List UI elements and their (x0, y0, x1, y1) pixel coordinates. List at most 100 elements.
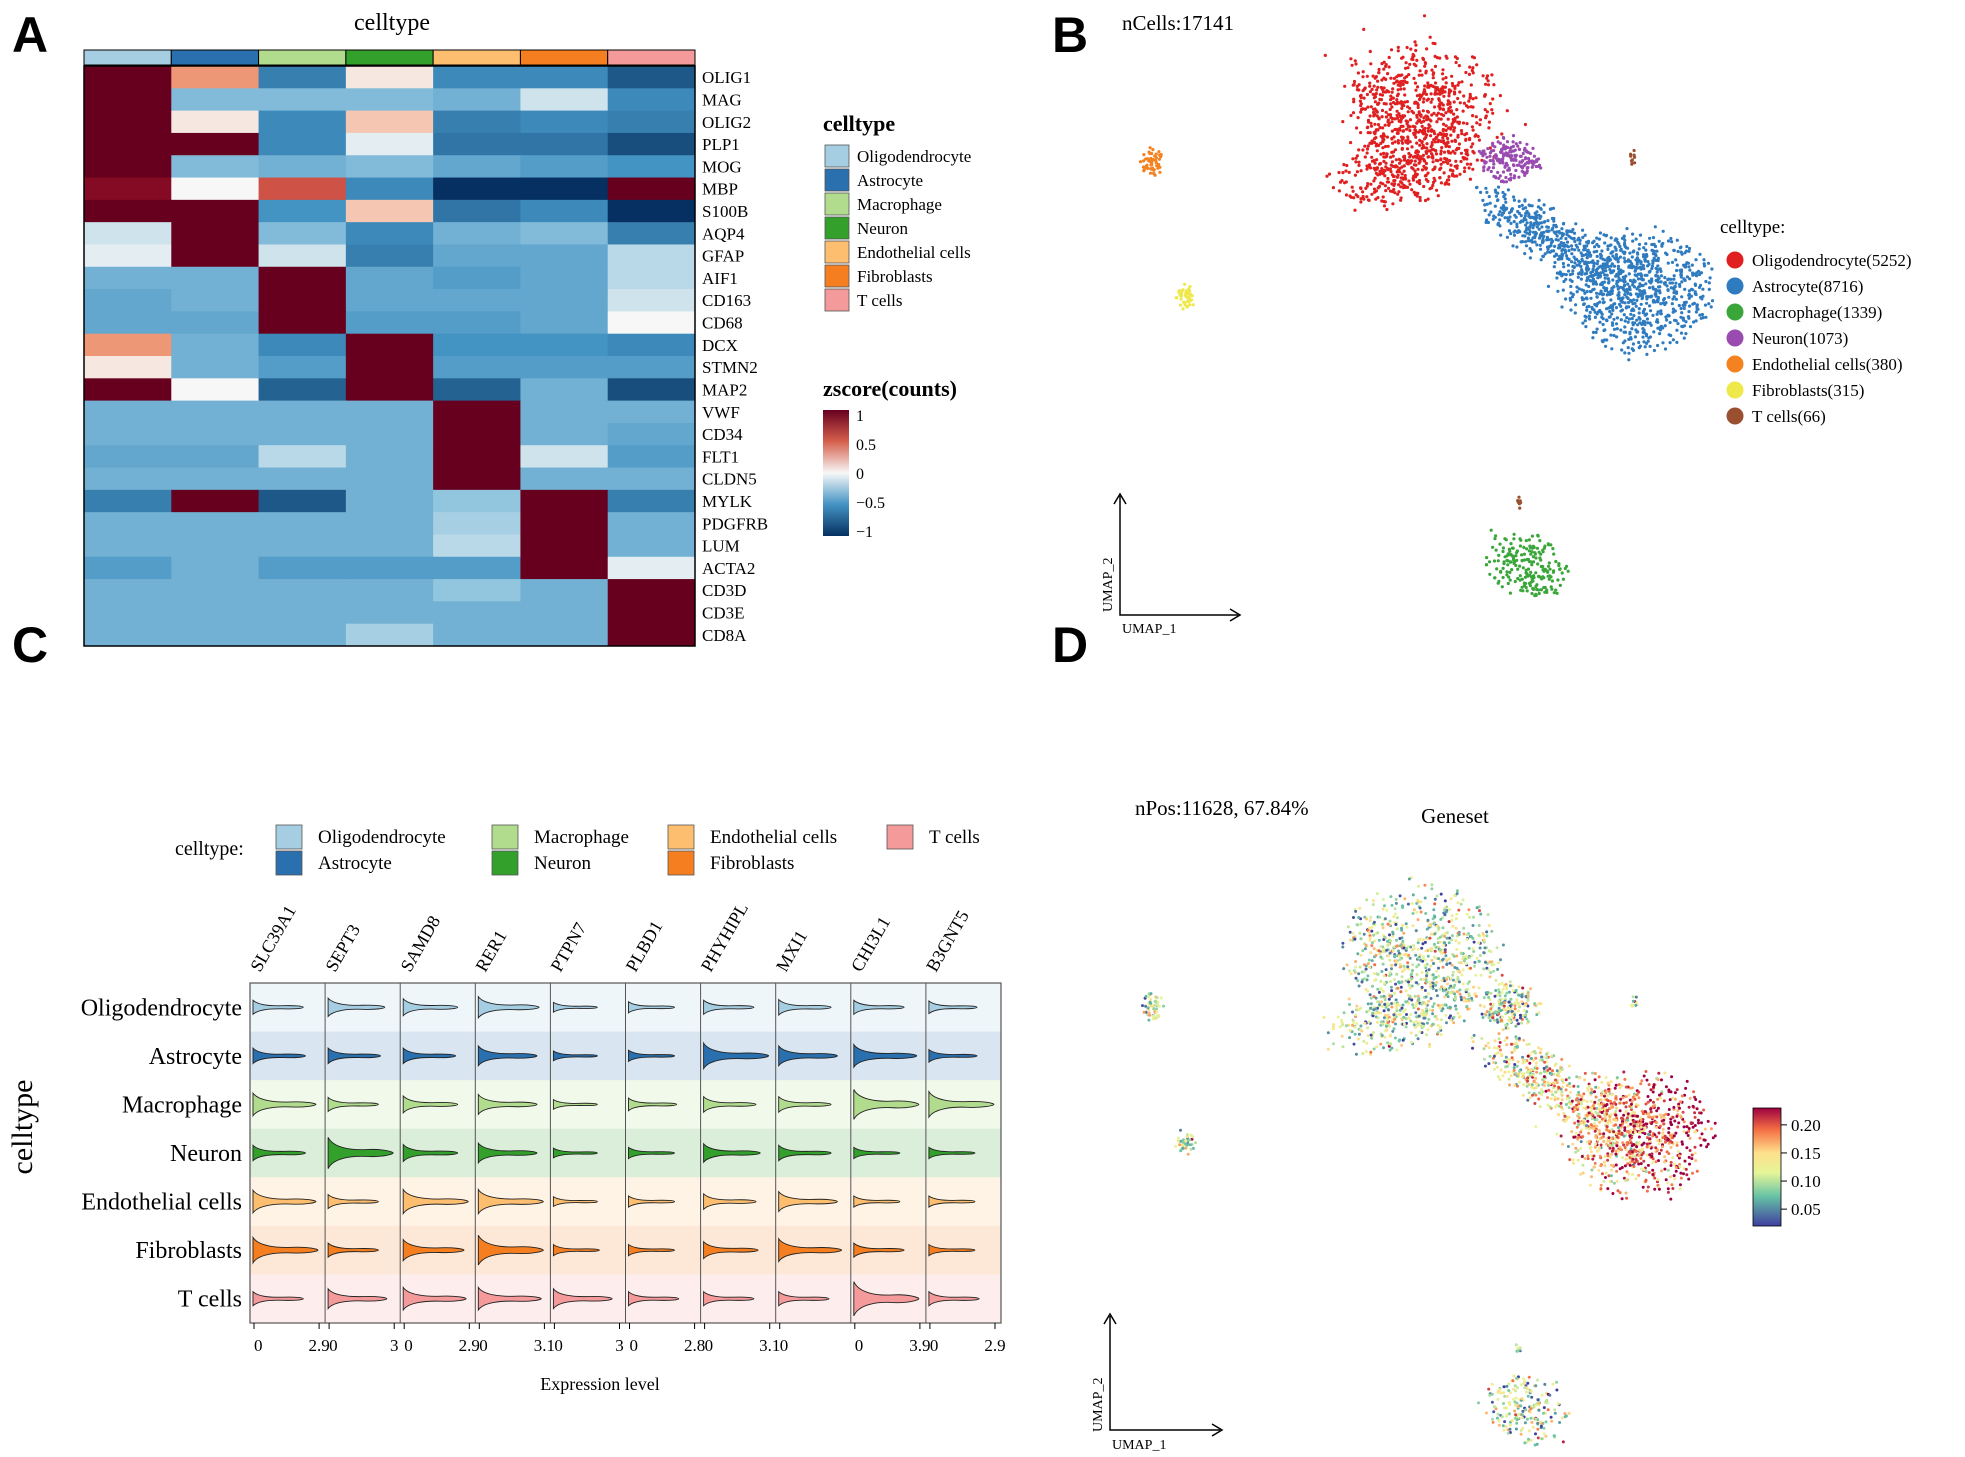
heatmap-cell (607, 356, 696, 379)
umap-point (1512, 561, 1516, 566)
umap-point (1363, 947, 1367, 951)
umap-point (1423, 883, 1427, 887)
heatmap-cell (258, 579, 347, 602)
umap-point (1601, 280, 1605, 285)
umap-point (1599, 289, 1603, 293)
umap-point (1542, 220, 1546, 224)
umap-point (1363, 86, 1367, 90)
umap-point (1574, 222, 1578, 226)
umap-point (1370, 155, 1374, 159)
heatmap-cell (433, 311, 521, 335)
umap-point (1373, 76, 1377, 80)
heatmap-cell (84, 244, 172, 268)
umap-point (1395, 972, 1399, 976)
umap-point (1520, 1000, 1524, 1004)
umap-point (1339, 1018, 1343, 1022)
umap-point (1622, 234, 1626, 238)
umap-point (1649, 294, 1653, 298)
umap-point (1369, 62, 1373, 66)
umap-point (1392, 187, 1396, 192)
umap-point (1601, 297, 1605, 301)
umap-point (1438, 987, 1442, 991)
umap-point (1407, 983, 1411, 987)
umap-point (1688, 1162, 1691, 1166)
heatmap-cell (345, 601, 434, 625)
umap-point (1562, 221, 1566, 226)
umap-point (1457, 64, 1461, 68)
umap-point (1495, 946, 1499, 950)
umap-point (1507, 1070, 1511, 1074)
violin-gene-label: SLC39A1 (246, 902, 300, 975)
umap-point (1552, 265, 1556, 269)
umap-point (1551, 1086, 1555, 1090)
umap-point (1671, 307, 1675, 311)
umap-point (1381, 146, 1385, 150)
umap-point (1396, 944, 1400, 948)
umap-point (1444, 910, 1448, 914)
umap-point (1645, 297, 1649, 301)
umap-point (1420, 168, 1425, 172)
umap-point (1404, 177, 1408, 181)
umap-point (1641, 335, 1645, 339)
umap-point (1558, 583, 1562, 588)
umap-point (1560, 1068, 1564, 1072)
umap-point (1416, 1037, 1420, 1041)
umap-point (1374, 953, 1378, 957)
umap-point (1667, 314, 1671, 318)
umap-point (1389, 48, 1394, 52)
umap-point (1573, 311, 1577, 315)
umap-point (1442, 976, 1446, 980)
umap-point (1703, 1127, 1707, 1131)
umap-point (1419, 120, 1423, 124)
umap-point (1419, 910, 1423, 914)
umap-point (1404, 989, 1408, 993)
heatmap-legend-swatch (824, 264, 850, 288)
colorbar-title: zscore(counts) (823, 376, 957, 401)
umap-point (1526, 1079, 1529, 1083)
umap-point (1440, 146, 1444, 150)
umap-point (1157, 163, 1161, 167)
umap-point (1502, 1004, 1506, 1008)
violin-shape (703, 1142, 761, 1164)
umap-point (1389, 94, 1393, 98)
umap-point (1431, 76, 1435, 80)
umap-point (1364, 186, 1368, 190)
heatmap-cell (607, 155, 696, 179)
heatmap-cell (84, 155, 172, 179)
umap-point (1357, 1032, 1361, 1036)
umap-point (1635, 298, 1639, 302)
violin-shape (327, 1096, 379, 1113)
umap-point (1568, 1082, 1572, 1085)
heatmap-row-label: OLIG2 (702, 113, 751, 132)
umap-point (1467, 166, 1471, 170)
umap-point (1388, 933, 1391, 937)
umap-point (1449, 163, 1453, 167)
umap-point (1378, 126, 1382, 130)
umap-point (1546, 1103, 1550, 1107)
heatmap-cell (258, 110, 347, 134)
umap-point (1694, 258, 1698, 262)
heatmap-cell (520, 512, 609, 535)
umap-point (1544, 1089, 1548, 1093)
umap-point (1609, 1120, 1613, 1124)
umap-point (1512, 1068, 1516, 1072)
umap-point (1561, 1081, 1565, 1084)
umap-point (1643, 323, 1647, 327)
umap-point (1682, 336, 1686, 340)
umap-point (1618, 278, 1622, 282)
umap-point (1420, 124, 1424, 128)
umap-point (1361, 148, 1365, 152)
heatmap-panel: celltype OLIG1MAGOLIG2PLP1MOGMBPS100BAQP… (83, 10, 971, 647)
umap-point (1441, 951, 1445, 955)
umap-point (1408, 128, 1412, 133)
umap-point (1560, 1077, 1564, 1081)
umap-point (1623, 330, 1628, 334)
umap-point (1340, 179, 1344, 183)
umap-point (1355, 170, 1359, 174)
umap-point (1681, 303, 1685, 307)
umap-point (1425, 114, 1429, 118)
umap-point (1666, 239, 1671, 243)
umap-point (1401, 904, 1404, 908)
umap-point (1499, 569, 1503, 574)
umap-point (1512, 195, 1516, 199)
